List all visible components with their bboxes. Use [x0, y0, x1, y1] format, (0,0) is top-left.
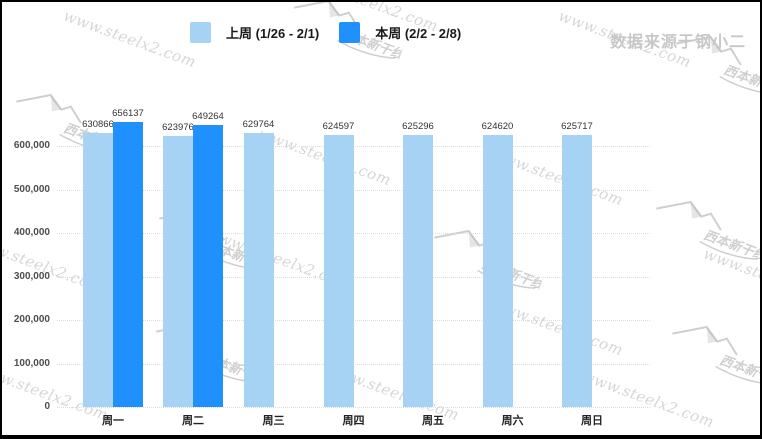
bar-value-label: 656137	[112, 107, 144, 119]
x-axis-label-周三: 周三	[262, 415, 285, 427]
legend-item-last-week[interactable]: 上周 (1/26 - 2/1)	[190, 22, 319, 43]
gridline-0	[57, 407, 650, 408]
legend-label-this-week: 本周 (2/2 - 2/8)	[375, 26, 462, 41]
x-axis-label-周日: 周日	[581, 415, 603, 427]
y-axis-tick-label: 400,000	[13, 227, 50, 238]
bar-last-week-周一[interactable]	[83, 132, 113, 407]
x-axis-label-周四: 周四	[342, 415, 365, 427]
bar-value-label: 630866	[82, 118, 114, 130]
bar-last-week-周三[interactable]	[243, 133, 274, 407]
bar-last-week-周二[interactable]	[163, 135, 193, 407]
y-axis-tick-label: 0	[44, 401, 50, 412]
y-axis-tick-label: 500,000	[13, 183, 50, 195]
x-axis-label-周二: 周二	[182, 415, 204, 427]
bar-last-week-周六[interactable]	[482, 135, 513, 407]
y-axis-tick-label: 100,000	[13, 357, 50, 369]
data-source-label: 数据来源于钢小二	[609, 34, 746, 51]
bar-last-week-周五[interactable]	[403, 134, 433, 407]
bar-value-label: 623976	[162, 121, 194, 133]
chart-legend: 上周 (1/26 - 2/1) 本周 (2/2 - 2/8)	[190, 22, 461, 43]
y-axis-tick-label: 300,000	[13, 270, 50, 282]
gridline-500000	[57, 189, 650, 191]
x-axis-label-周五: 周五	[422, 415, 444, 427]
gridline-200000	[57, 320, 650, 321]
bar-value-label: 629764	[242, 119, 275, 131]
bar-value-label: 624620	[481, 121, 514, 133]
bar-last-week-周日[interactable]	[562, 134, 592, 407]
gridline-100000	[57, 363, 650, 365]
y-axis-tick-label: 600,000	[13, 140, 50, 151]
gridline-300000	[57, 276, 650, 278]
legend-swatch-last-week	[190, 22, 211, 43]
legend-label-last-week: 上周 (1/26 - 2/1)	[226, 26, 320, 41]
bar-value-label: 624597	[322, 121, 355, 133]
bar-this-week-周二[interactable]	[193, 124, 223, 407]
gridline-400000	[57, 233, 650, 234]
y-axis-tick-label: 200,000	[13, 314, 50, 325]
bar-value-label: 625296	[402, 120, 434, 132]
bar-value-label: 649264	[192, 110, 224, 122]
gridline-600000	[57, 146, 650, 147]
bar-value-label: 625717	[561, 120, 593, 132]
x-axis-label-周六: 周六	[501, 415, 524, 427]
x-axis-label-周一: 周一	[102, 415, 124, 427]
legend-item-this-week[interactable]: 本周 (2/2 - 2/8)	[339, 22, 461, 43]
bar-this-week-周一[interactable]	[113, 121, 143, 407]
legend-swatch-this-week	[339, 22, 361, 43]
bar-last-week-周四[interactable]	[323, 135, 354, 407]
